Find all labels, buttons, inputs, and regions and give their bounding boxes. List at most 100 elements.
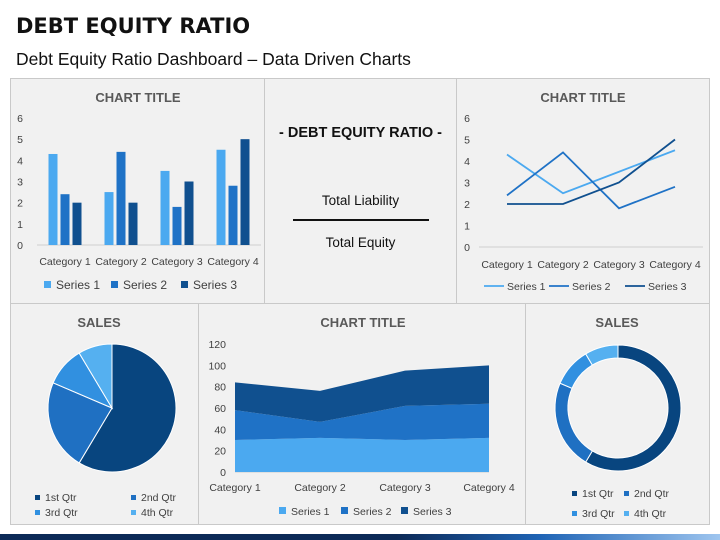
legend-swatch xyxy=(341,507,348,514)
legend-swatch xyxy=(111,281,118,288)
legend-label: Series 2 xyxy=(572,281,611,293)
line-chart: CHART TITLE 0 1 2 3 4 5 6 Category 1 Category 2 Ca… xyxy=(464,90,703,293)
x-tick-label: Category 3 xyxy=(379,482,431,494)
y-tick-label: 6 xyxy=(17,113,23,125)
chart-title: CHART TITLE xyxy=(95,90,181,105)
line-chart-panel: CHART TITLE 0 1 2 3 4 5 6 Category 1 Category 2 Ca… xyxy=(456,78,710,304)
chart-title: SALES xyxy=(595,315,639,330)
legend-label: Series 2 xyxy=(353,506,392,518)
x-tick-label: Category 1 xyxy=(481,259,533,271)
legend-swatch xyxy=(44,281,51,288)
bar-chart-panel: CHART TITLE 0 1 2 3 4 5 6 Category 1 Category 2 Ca… xyxy=(10,78,265,304)
bar-2-4 xyxy=(228,185,238,245)
y-tick-label: 0 xyxy=(464,242,470,254)
ratio-heading: - DEBT EQUITY RATIO - xyxy=(279,125,442,141)
y-tick-label: 1 xyxy=(17,219,23,231)
slice-3 xyxy=(559,353,594,390)
legend-label: Series 3 xyxy=(193,278,237,292)
x-tick-label: Category 3 xyxy=(593,259,645,271)
line-series-1 xyxy=(506,149,676,195)
legend-swatch xyxy=(572,511,577,516)
chart-title: CHART TITLE xyxy=(540,90,626,105)
x-tick-label: Category 2 xyxy=(95,256,147,268)
slice-2 xyxy=(47,382,113,464)
y-tick-label: 80 xyxy=(214,382,226,394)
legend-swatch xyxy=(35,510,40,515)
line-series-2 xyxy=(506,151,676,210)
legend-label: Series 3 xyxy=(648,281,687,293)
legend-swatch xyxy=(279,507,286,514)
footer-accent-bar xyxy=(0,534,720,540)
page-title: DEBT EQUITY RATIO xyxy=(16,14,251,38)
area-chart-panel: CHART TITLE 0 20 40 60 80 100 120 Category 1 Cate… xyxy=(198,303,526,525)
bar-1-3 xyxy=(160,170,170,245)
bar-chart: CHART TITLE 0 1 2 3 4 5 6 Category 1 Category 2 Ca… xyxy=(17,90,261,292)
legend-swatch xyxy=(572,491,577,496)
legend-swatch xyxy=(35,495,40,500)
donut-chart: SALES 1st Qtr 2nd Qtr 3rd Qtr 4th Qtr xyxy=(554,315,682,520)
donut-chart-panel: SALES 1st Qtr 2nd Qtr 3rd Qtr 4th Qtr xyxy=(525,303,710,525)
slice-1 xyxy=(585,344,682,472)
y-tick-label: 120 xyxy=(208,339,226,351)
y-tick-label: 5 xyxy=(464,135,470,147)
legend-swatch xyxy=(624,511,629,516)
ratio-panel: - DEBT EQUITY RATIO - Total Liability To… xyxy=(264,78,457,304)
legend-swatch xyxy=(181,281,188,288)
x-tick-label: Category 3 xyxy=(151,256,203,268)
area-series-3 xyxy=(235,365,489,422)
bar-2-2 xyxy=(116,151,126,245)
x-tick-label: Category 1 xyxy=(39,256,91,268)
y-tick-label: 2 xyxy=(464,199,470,211)
legend-label: Series 1 xyxy=(507,281,546,293)
y-tick-label: 60 xyxy=(214,403,226,415)
legend-label: 1st Qtr xyxy=(582,488,614,500)
ratio-denominator: Total Equity xyxy=(325,235,396,250)
y-tick-label: 20 xyxy=(214,446,226,458)
legend-label: 3rd Qtr xyxy=(582,508,615,520)
bar-2-3 xyxy=(172,206,182,245)
x-tick-label: Category 4 xyxy=(649,259,701,271)
legend-label: 2nd Qtr xyxy=(141,492,177,504)
x-tick-label: Category 1 xyxy=(209,482,261,494)
legend-swatch xyxy=(131,495,136,500)
bar-3-4 xyxy=(240,139,250,245)
fraction-bar xyxy=(293,219,429,221)
y-tick-label: 3 xyxy=(17,177,23,189)
y-tick-label: 6 xyxy=(464,113,470,125)
y-tick-label: 40 xyxy=(214,424,226,436)
bar-3-2 xyxy=(128,202,138,245)
slice-4 xyxy=(585,344,619,366)
area-series-2 xyxy=(235,403,489,440)
bar-2-1 xyxy=(60,194,70,245)
slice-4 xyxy=(78,343,113,410)
slice-1 xyxy=(78,343,177,473)
legend-swatch xyxy=(131,510,136,515)
y-tick-label: 0 xyxy=(220,467,226,479)
area-series-1 xyxy=(235,437,489,472)
y-tick-label: 2 xyxy=(17,198,23,210)
bar-3-1 xyxy=(72,202,82,245)
x-tick-label: Category 2 xyxy=(537,259,589,271)
y-tick-label: 0 xyxy=(17,240,23,252)
legend-label: 1st Qtr xyxy=(45,492,77,504)
legend-swatch xyxy=(624,491,629,496)
bar-3-3 xyxy=(184,181,194,245)
line-series-3 xyxy=(507,138,676,205)
ratio-numerator: Total Liability xyxy=(321,193,400,208)
legend-label: Series 1 xyxy=(56,278,100,292)
bar-1-4 xyxy=(216,149,226,245)
legend-label: 3rd Qtr xyxy=(45,507,78,519)
legend-swatch xyxy=(401,507,408,514)
x-tick-label: Category 4 xyxy=(463,482,515,494)
page-subtitle: Debt Equity Ratio Dashboard – Data Drive… xyxy=(16,49,411,69)
pie-chart-panel: SALES 1st Qtr 2nd Qtr 3rd Qtr 4th Qtr xyxy=(10,303,199,525)
y-tick-label: 100 xyxy=(208,360,226,372)
x-tick-label: Category 4 xyxy=(207,256,259,268)
legend-label: 2nd Qtr xyxy=(634,488,670,500)
bar-1-1 xyxy=(48,153,58,245)
legend-label: 4th Qtr xyxy=(634,508,667,520)
pie-chart: SALES 1st Qtr 2nd Qtr 3rd Qtr 4th Qtr xyxy=(35,315,177,519)
y-tick-label: 5 xyxy=(17,134,23,146)
legend-label: 4th Qtr xyxy=(141,507,174,519)
slice-2 xyxy=(554,382,594,463)
